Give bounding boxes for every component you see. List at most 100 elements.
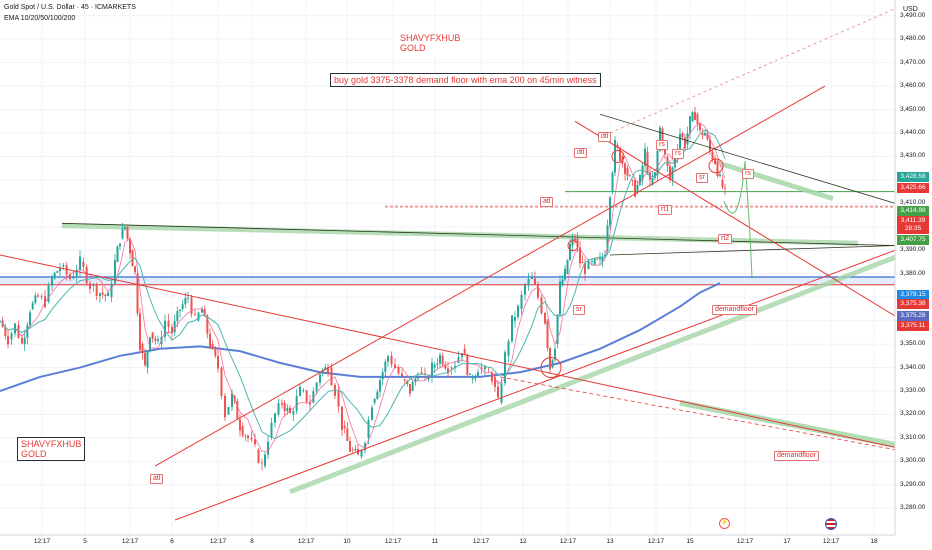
candle [524,282,526,301]
tag-atl-1: atl [540,197,554,207]
lightning-event-icon[interactable]: ⚡ [719,518,730,529]
candle [292,408,295,421]
candle [327,363,329,377]
candle [23,331,26,351]
candle [261,458,263,471]
price-badge: 3,425.66 [897,183,929,193]
candle [220,366,223,400]
candle [305,389,308,405]
candle [537,281,539,301]
candle [247,434,249,443]
tag-demandfloor-2: demandfloor [774,451,819,461]
candle [51,274,53,291]
candle [194,309,196,316]
candle [379,378,381,398]
indicator-legend[interactable]: EMA 10/20/50/100/200 [4,15,76,22]
candle [527,273,530,291]
candle [411,379,414,392]
candle [401,368,403,378]
candle [157,335,159,344]
candle [270,417,273,440]
tag-rs-3: rs [742,169,754,179]
tag-rt1: rt1 [658,205,673,215]
candle [469,373,471,375]
candle [104,293,107,302]
ascending-trendline-upper [154,85,826,467]
candle [85,264,88,286]
brand-top-line1: SHAVYFXHUB [400,33,461,43]
candle [477,368,479,377]
candle [500,378,503,405]
candle [101,286,104,299]
candle [666,155,669,172]
candle [624,161,626,181]
brand-label-top: SHAVYFXHUB GOLD [396,31,465,55]
brand-bottom-line1: SHAVYFXHUB [21,439,82,449]
candle [37,293,39,298]
candle [641,162,644,186]
candle [546,318,549,352]
candle [47,282,50,304]
candle [721,174,724,190]
tag-rs-2: rs [672,149,684,159]
tag-sr-1: sr [696,173,708,183]
y-tick-label: 3,290.00 [900,480,926,488]
candle [236,398,239,420]
y-tick-label: 3,490.00 [900,11,926,19]
candle [173,314,176,337]
candle [136,270,139,317]
candle [154,335,157,345]
highlight-circle [611,149,625,163]
candle [517,304,519,320]
candle [319,372,321,387]
candle [295,389,298,415]
candle [619,146,621,163]
candle [724,183,726,196]
candle [511,315,513,344]
currency-label[interactable]: USD [903,6,918,13]
candle [119,243,121,251]
candle [689,115,691,140]
candle [403,378,406,384]
candle [346,421,349,442]
candle [7,329,9,349]
candle [176,306,179,328]
candle [351,447,354,453]
candle [149,336,151,353]
x-tick-label: 18 [870,538,878,545]
x-tick-label: 12:17 [384,538,402,545]
channel-guide-line [609,245,896,256]
candle [684,133,686,152]
x-tick-label: 5 [83,538,87,545]
candle [254,433,256,448]
candle [211,339,214,350]
candle [696,112,699,131]
y-tick-label: 3,350.00 [900,340,926,348]
candle [384,359,387,378]
x-tick-label: 12:17 [33,538,51,545]
x-tick-label: 12:17 [736,538,754,545]
candle [704,131,706,136]
x-tick-label: 12:17 [559,538,577,545]
green-ascending-band [289,254,896,495]
candle [167,313,170,334]
dtl-descending-line [574,120,896,317]
brand-bottom-line2: GOLD [21,449,47,459]
candle [181,299,184,312]
us-flag-event-icon[interactable] [825,518,837,530]
candle [349,436,351,453]
tag-demandfloor-1: demandfloor [712,305,757,315]
candle [139,308,141,354]
candle [381,368,384,386]
candle [441,352,444,368]
price-badge: 3,414.98 [897,206,929,216]
candle [397,364,400,376]
candle [646,146,649,175]
candle [190,294,193,318]
candle [431,357,433,383]
candle [571,233,574,252]
ascending-trendline-main [174,249,896,521]
highlight-circle [708,158,724,174]
candle [126,226,129,242]
